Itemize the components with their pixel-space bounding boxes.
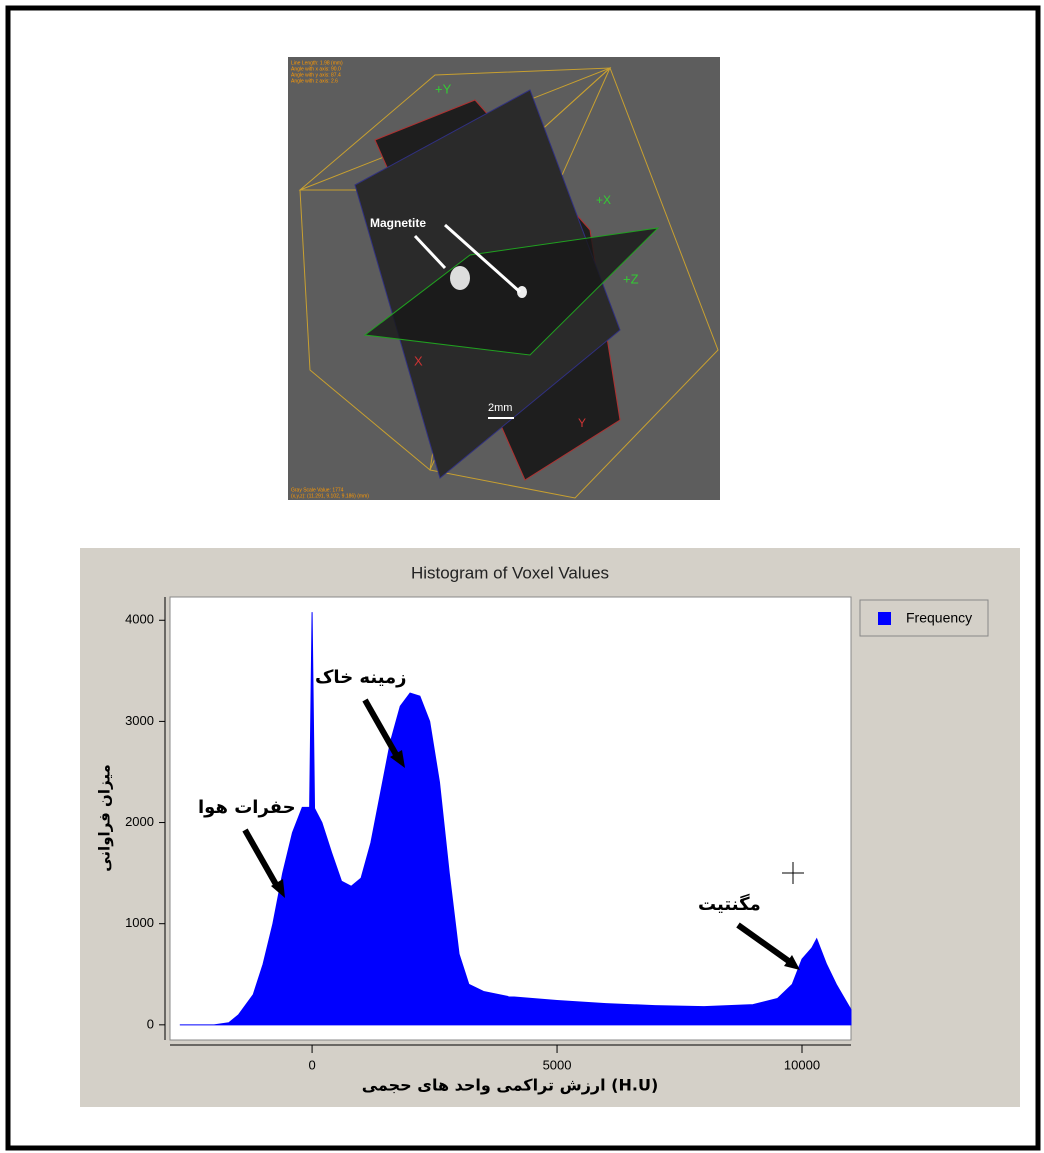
callout: Magnetite — [370, 216, 426, 230]
arrowhead — [271, 879, 285, 898]
grain — [450, 266, 470, 290]
arrowhead — [390, 750, 405, 768]
info-text: Line Length: 1.98 (mm) — [291, 60, 343, 66]
info-text: (x,y,z): (11.291, 9.102, 9.186) (mm) — [291, 493, 369, 499]
grain — [517, 286, 527, 298]
plot: 0 1000 2000 3000 4000 0 5000 10000 — [125, 612, 852, 1072]
legend-swatch — [878, 612, 891, 625]
cursor — [782, 862, 804, 884]
annotation: حفرات هوا — [198, 797, 296, 818]
annotation: زمینه خاک — [315, 667, 407, 688]
axis-label: Y — [578, 416, 586, 430]
y-axis-label: میزان فراوانی — [96, 764, 114, 871]
scale-label: 2mm — [488, 402, 512, 414]
arrows — [242, 698, 792, 965]
x-tick-label: 5000 — [543, 1057, 572, 1072]
y-tick-label: 2000 — [125, 814, 154, 829]
y-tick-label: 4000 — [125, 612, 154, 627]
arrowhead — [784, 955, 800, 970]
info-text: Angle with z axis: 2.6 — [291, 78, 338, 84]
arrow — [444, 223, 521, 294]
axis-label: X — [414, 353, 423, 368]
slice-plane — [363, 227, 660, 356]
y-tick-label: 3000 — [125, 713, 154, 728]
x-tick-label: 10000 — [784, 1057, 820, 1072]
info-text: Angle with y axis: 87.4 — [291, 72, 341, 78]
annotation: مگنتیت — [698, 893, 761, 915]
legend-label: Frequency — [906, 610, 972, 626]
arrow — [413, 234, 447, 270]
frame — [5, 5, 1041, 1151]
axis-label: +Y — [435, 81, 452, 96]
axis-label: +Z — [623, 271, 639, 286]
axis-label: +X — [596, 193, 611, 207]
ct-image: Magnetite 2mm +Y +X +Z X Y Line Length: … — [288, 57, 720, 500]
chart-title: Histogram of Voxel Values — [411, 563, 609, 582]
info-text: Angle with x axis: 90.0 — [291, 66, 341, 72]
x-axis-label: ارزش تراکمی واحد های حجمی (H.U) — [362, 1076, 659, 1095]
info-text: Gray Scale Value: 1774 — [291, 487, 344, 493]
y-tick-label: 1000 — [125, 915, 154, 930]
y-tick-label: 0 — [147, 1016, 154, 1031]
x-tick-label: 0 — [308, 1057, 315, 1072]
area — [179, 612, 852, 1026]
